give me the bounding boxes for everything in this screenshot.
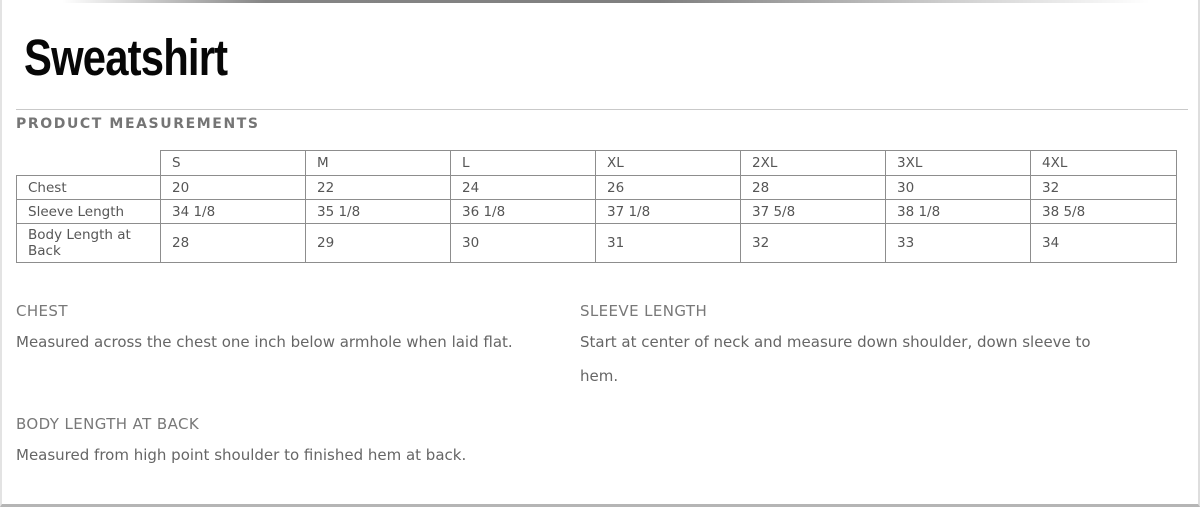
measurement-cell: 32 — [740, 223, 886, 263]
measurement-cell: 35 1/8 — [305, 199, 451, 224]
measurement-cell: 30 — [450, 223, 596, 263]
measurement-cell: 26 — [595, 175, 741, 200]
size-column-header: 3XL — [885, 150, 1031, 176]
size-column-header: S — [160, 150, 306, 176]
measurement-cell: 24 — [450, 175, 596, 200]
measurement-definitions: CHEST Measured across the chest one inch… — [16, 302, 1130, 472]
table-row-sleeve-length: Sleeve Length 34 1/8 35 1/8 36 1/8 37 1/… — [16, 199, 1177, 224]
size-column-header: 4XL — [1030, 150, 1177, 176]
measurement-cell: 34 1/8 — [160, 199, 306, 224]
measurement-cell: 31 — [595, 223, 741, 263]
top-edge-shadow — [2, 0, 1198, 3]
definition-description: Measured across the chest one inch below… — [16, 333, 513, 351]
corner-cell — [17, 151, 161, 176]
size-column-header: L — [450, 150, 596, 176]
measurement-cell: 37 1/8 — [595, 199, 741, 224]
size-header-row: S M L XL 2XL 3XL 4XL — [17, 150, 1177, 176]
table-row-body-length-at-back: Body Length at Back 28 29 30 31 32 33 34 — [16, 223, 1177, 263]
page-title: Sweatshirt — [24, 29, 228, 86]
measurement-cell: 32 — [1030, 175, 1177, 200]
measurement-cell: 29 — [305, 223, 451, 263]
section-heading: PRODUCT MEASUREMENTS — [16, 116, 260, 132]
definition-term: CHEST — [16, 302, 68, 320]
measurements-table: S M L XL 2XL 3XL 4XL Chest 20 22 24 26 2… — [16, 150, 1177, 263]
size-column-header: XL — [595, 150, 741, 176]
definition-term: SLEEVE LENGTH — [580, 302, 708, 320]
measurement-cell: 34 — [1030, 223, 1177, 263]
measurement-cell: 38 5/8 — [1030, 199, 1177, 224]
definition-description: Measured from high point shoulder to fin… — [16, 446, 467, 464]
row-label: Sleeve Length — [16, 199, 161, 224]
definition-term: BODY LENGTH AT BACK — [16, 415, 200, 433]
row-label: Chest — [16, 175, 161, 200]
measurement-cell: 28 — [160, 223, 306, 263]
table-row-chest: Chest 20 22 24 26 28 30 32 — [16, 175, 1177, 200]
definition-body-length-at-back: BODY LENGTH AT BACK Measured from high p… — [16, 415, 566, 472]
measurement-cell: 20 — [160, 175, 306, 200]
definition-description: Start at center of neck and measure down… — [580, 333, 1091, 385]
measurement-cell: 36 1/8 — [450, 199, 596, 224]
size-column-header: M — [305, 150, 451, 176]
measurement-cell: 30 — [885, 175, 1031, 200]
definition-sleeve-length: SLEEVE LENGTH Start at center of neck an… — [580, 302, 1130, 393]
measurement-cell: 33 — [885, 223, 1031, 263]
measurement-cell: 37 5/8 — [740, 199, 886, 224]
size-column-header: 2XL — [740, 150, 886, 176]
row-label: Body Length at Back — [16, 223, 161, 263]
measurement-cell: 38 1/8 — [885, 199, 1031, 224]
measurement-cell: 28 — [740, 175, 886, 200]
section-divider — [16, 109, 1188, 110]
measurement-cell: 22 — [305, 175, 451, 200]
definition-chest: CHEST Measured across the chest one inch… — [16, 302, 566, 393]
